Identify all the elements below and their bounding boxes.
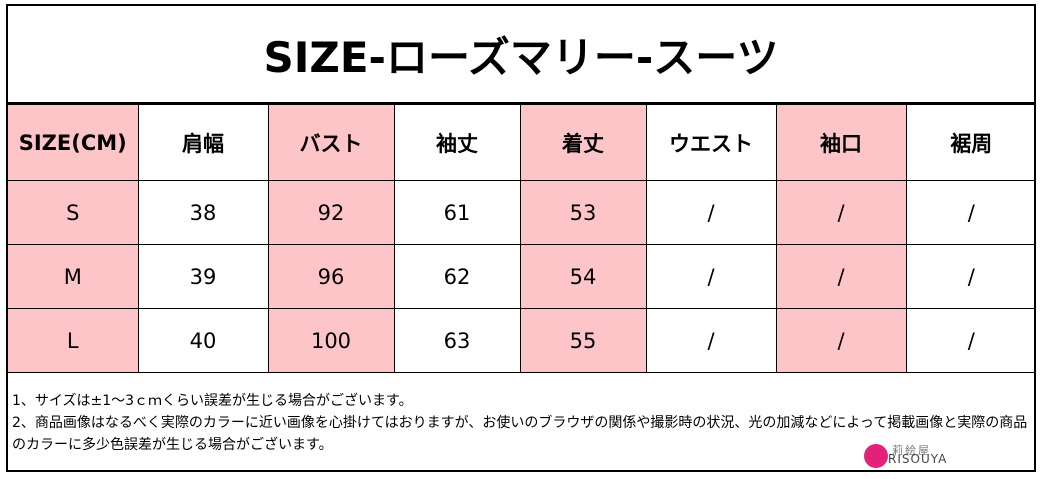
notes: 1、サイズは±1～3ｃｍくらい誤差が生じる場合がございます。 2、商品画像はなる… (12, 390, 1032, 456)
cell-waist: / (645, 180, 777, 245)
cell-cuff: / (775, 244, 907, 309)
header-cuff: 袖口 (775, 104, 907, 181)
cell-bust: 96 (267, 244, 395, 309)
cell-waist: / (645, 244, 777, 309)
cell-length: 55 (519, 308, 647, 373)
logo-jp-text: 莉絵屋 (892, 444, 931, 457)
note-line: 2、商品画像はなるべく実際のカラーに近い画像を心掛けてはおりますが、お使いのブラ… (12, 415, 1028, 431)
cell-sleeve-length: 61 (393, 180, 521, 245)
table-row: S 38 92 61 53 / / / (8, 180, 1036, 245)
cell-cuff: / (775, 180, 907, 245)
cell-hem: / (905, 308, 1036, 373)
cell-length: 54 (519, 244, 647, 309)
cell-size: L (8, 308, 139, 373)
table-row: M 39 96 62 54 / / / (8, 244, 1036, 309)
header-sleeve-length: 袖丈 (393, 104, 521, 181)
size-chart-frame: SIZE-ローズマリー-スーツ SIZE(CM) 肩幅 バスト 袖丈 着丈 ウエ… (6, 4, 1036, 472)
cell-shoulder: 40 (137, 308, 269, 373)
cell-sleeve-length: 62 (393, 244, 521, 309)
header-hem: 裾周 (905, 104, 1036, 181)
title-row: SIZE-ローズマリー-スーツ (8, 6, 1034, 104)
cell-size: S (8, 180, 139, 245)
header-bust: バスト (267, 104, 395, 181)
size-table: SIZE(CM) 肩幅 バスト 袖丈 着丈 ウエスト 袖口 裾周 S 38 92… (8, 104, 1036, 373)
cell-waist: / (645, 308, 777, 373)
header-shoulder: 肩幅 (137, 104, 269, 181)
brand-logo: 莉絵屋 RISOUYA (860, 442, 972, 472)
cell-hem: / (905, 180, 1036, 245)
note-line: 1、サイズは±1～3ｃｍくらい誤差が生じる場合がございます。 (12, 393, 413, 409)
cell-length: 53 (519, 180, 647, 245)
cell-hem: / (905, 244, 1036, 309)
header-length: 着丈 (519, 104, 647, 181)
header-row: SIZE(CM) 肩幅 バスト 袖丈 着丈 ウエスト 袖口 裾周 (8, 104, 1036, 181)
logo-en-text: RISOUYA (888, 452, 948, 466)
page-title: SIZE-ローズマリー-スーツ (263, 32, 779, 82)
header-size: SIZE(CM) (8, 104, 139, 181)
cell-bust: 92 (267, 180, 395, 245)
cell-sleeve-length: 63 (393, 308, 521, 373)
cell-cuff: / (775, 308, 907, 373)
logo-mark-icon (864, 444, 888, 468)
header-waist: ウエスト (645, 104, 777, 181)
cell-shoulder: 38 (137, 180, 269, 245)
cell-shoulder: 39 (137, 244, 269, 309)
table-row: L 40 100 63 55 / / / (8, 308, 1036, 373)
cell-size: M (8, 244, 139, 309)
cell-bust: 100 (267, 308, 395, 373)
note-line: のカラーに多少色誤差が生じる場合がございます。 (12, 437, 333, 453)
